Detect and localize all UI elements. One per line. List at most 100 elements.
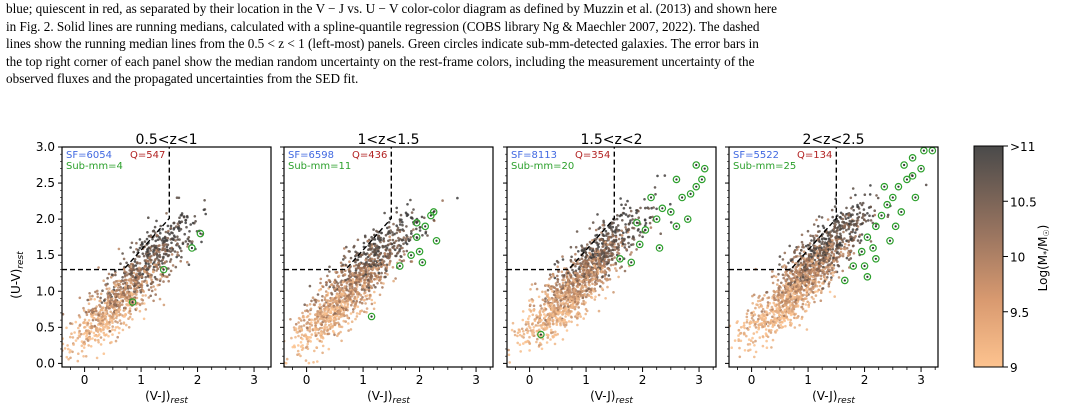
galaxy-point: [620, 234, 624, 237]
galaxy-point: [310, 324, 314, 327]
x-tick-label: 1: [137, 373, 145, 387]
galaxy-point: [337, 295, 340, 299]
x-tick-label: 0: [526, 373, 534, 387]
galaxy-point: [522, 342, 525, 345]
galaxy-point: [348, 285, 352, 289]
galaxy-point: [345, 245, 348, 249]
galaxy-point: [519, 350, 522, 353]
galaxy-point: [145, 259, 148, 263]
submm-center: [131, 300, 134, 304]
galaxy-point: [92, 316, 96, 320]
galaxy-point: [659, 232, 662, 235]
galaxy-point: [798, 252, 802, 255]
galaxy-point: [367, 272, 370, 276]
galaxy-point: [319, 312, 322, 316]
galaxy-point: [116, 325, 119, 329]
galaxy-point: [106, 303, 109, 306]
galaxy-point: [614, 228, 618, 231]
galaxy-point: [597, 309, 601, 313]
galaxy-point: [572, 288, 576, 292]
galaxy-point: [759, 299, 762, 302]
galaxy-point: [155, 233, 159, 237]
galaxy-point: [102, 331, 106, 335]
galaxy-point: [77, 352, 80, 355]
galaxy-point: [584, 255, 587, 259]
galaxy-point: [363, 281, 366, 285]
galaxy-point: [305, 322, 308, 325]
galaxy-point: [358, 278, 362, 281]
galaxy-point: [105, 287, 109, 291]
galaxy-point: [361, 296, 364, 299]
galaxy-point: [832, 264, 836, 267]
galaxy-point: [129, 246, 132, 249]
galaxy-point: [669, 202, 672, 206]
galaxy-point: [574, 264, 577, 268]
galaxy-point: [86, 329, 90, 332]
galaxy-point: [319, 281, 322, 285]
galaxy-point: [145, 271, 149, 274]
galaxy-point: [535, 340, 538, 344]
galaxy-point: [310, 299, 313, 303]
galaxy-point: [745, 312, 749, 315]
galaxy-point: [348, 278, 352, 282]
galaxy-point: [749, 339, 753, 342]
galaxy-point: [78, 315, 82, 319]
galaxy-point: [391, 231, 394, 234]
x-tick-label: 1: [582, 373, 590, 387]
galaxy-point: [566, 271, 570, 275]
galaxy-point: [602, 264, 605, 267]
galaxy-point: [373, 238, 377, 241]
galaxy-point: [102, 321, 105, 324]
galaxy-point: [851, 213, 854, 216]
galaxy-point: [771, 281, 775, 285]
galaxy-point: [354, 281, 357, 285]
galaxy-point: [365, 288, 368, 292]
galaxy-point: [783, 319, 786, 323]
galaxy-point: [310, 321, 313, 324]
galaxy-point: [188, 230, 191, 233]
galaxy-point: [830, 276, 833, 279]
galaxy-point: [584, 251, 588, 254]
x-tick-label: 3: [250, 373, 258, 387]
galaxy-point: [811, 291, 815, 294]
galaxy-point: [558, 290, 561, 293]
galaxy-point: [99, 343, 103, 346]
galaxy-point: [324, 290, 328, 293]
galaxy-point: [738, 346, 741, 350]
galaxy-point: [793, 256, 796, 259]
galaxy-point: [119, 290, 122, 294]
galaxy-point: [607, 246, 610, 250]
galaxy-point: [118, 288, 121, 292]
galaxy-point: [318, 309, 322, 312]
galaxy-point: [153, 263, 156, 266]
galaxy-point: [627, 245, 631, 249]
galaxy-point: [169, 250, 172, 253]
galaxy-point: [554, 291, 557, 295]
galaxy-point: [839, 253, 842, 257]
galaxy-point: [117, 292, 120, 296]
galaxy-point: [298, 330, 302, 333]
galaxy-point: [801, 243, 805, 247]
galaxy-point: [548, 322, 552, 326]
galaxy-point: [164, 230, 168, 234]
galaxy-point: [328, 265, 331, 269]
galaxy-point: [525, 340, 528, 344]
galaxy-point: [541, 290, 544, 294]
galaxy-point: [845, 239, 848, 243]
galaxy-point: [781, 265, 785, 269]
galaxy-point: [133, 268, 136, 272]
galaxy-point: [656, 174, 659, 178]
galaxy-point: [834, 270, 837, 274]
galaxy-point: [561, 294, 565, 297]
submm-marker: [627, 258, 636, 267]
galaxy-point: [306, 326, 309, 330]
galaxy-point: [156, 254, 159, 257]
galaxy-point: [304, 309, 307, 313]
galaxy-point: [321, 285, 325, 289]
galaxy-point: [553, 342, 557, 346]
galaxy-point: [806, 285, 809, 289]
galaxy-point: [322, 319, 326, 322]
galaxy-point: [392, 279, 395, 283]
galaxy-point: [121, 328, 125, 332]
galaxy-point: [142, 280, 146, 283]
